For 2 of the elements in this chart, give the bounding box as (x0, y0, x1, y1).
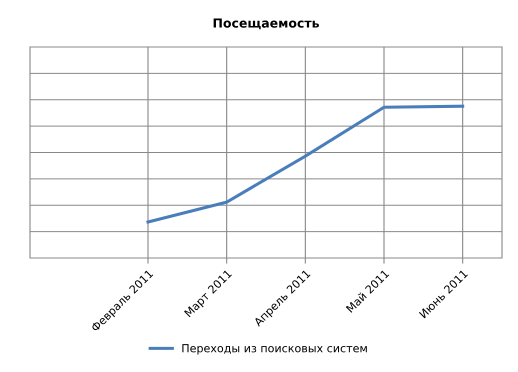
legend-label: Переходы из поисковых систем (182, 344, 367, 355)
chart-title: Посещаемость (214, 18, 319, 30)
